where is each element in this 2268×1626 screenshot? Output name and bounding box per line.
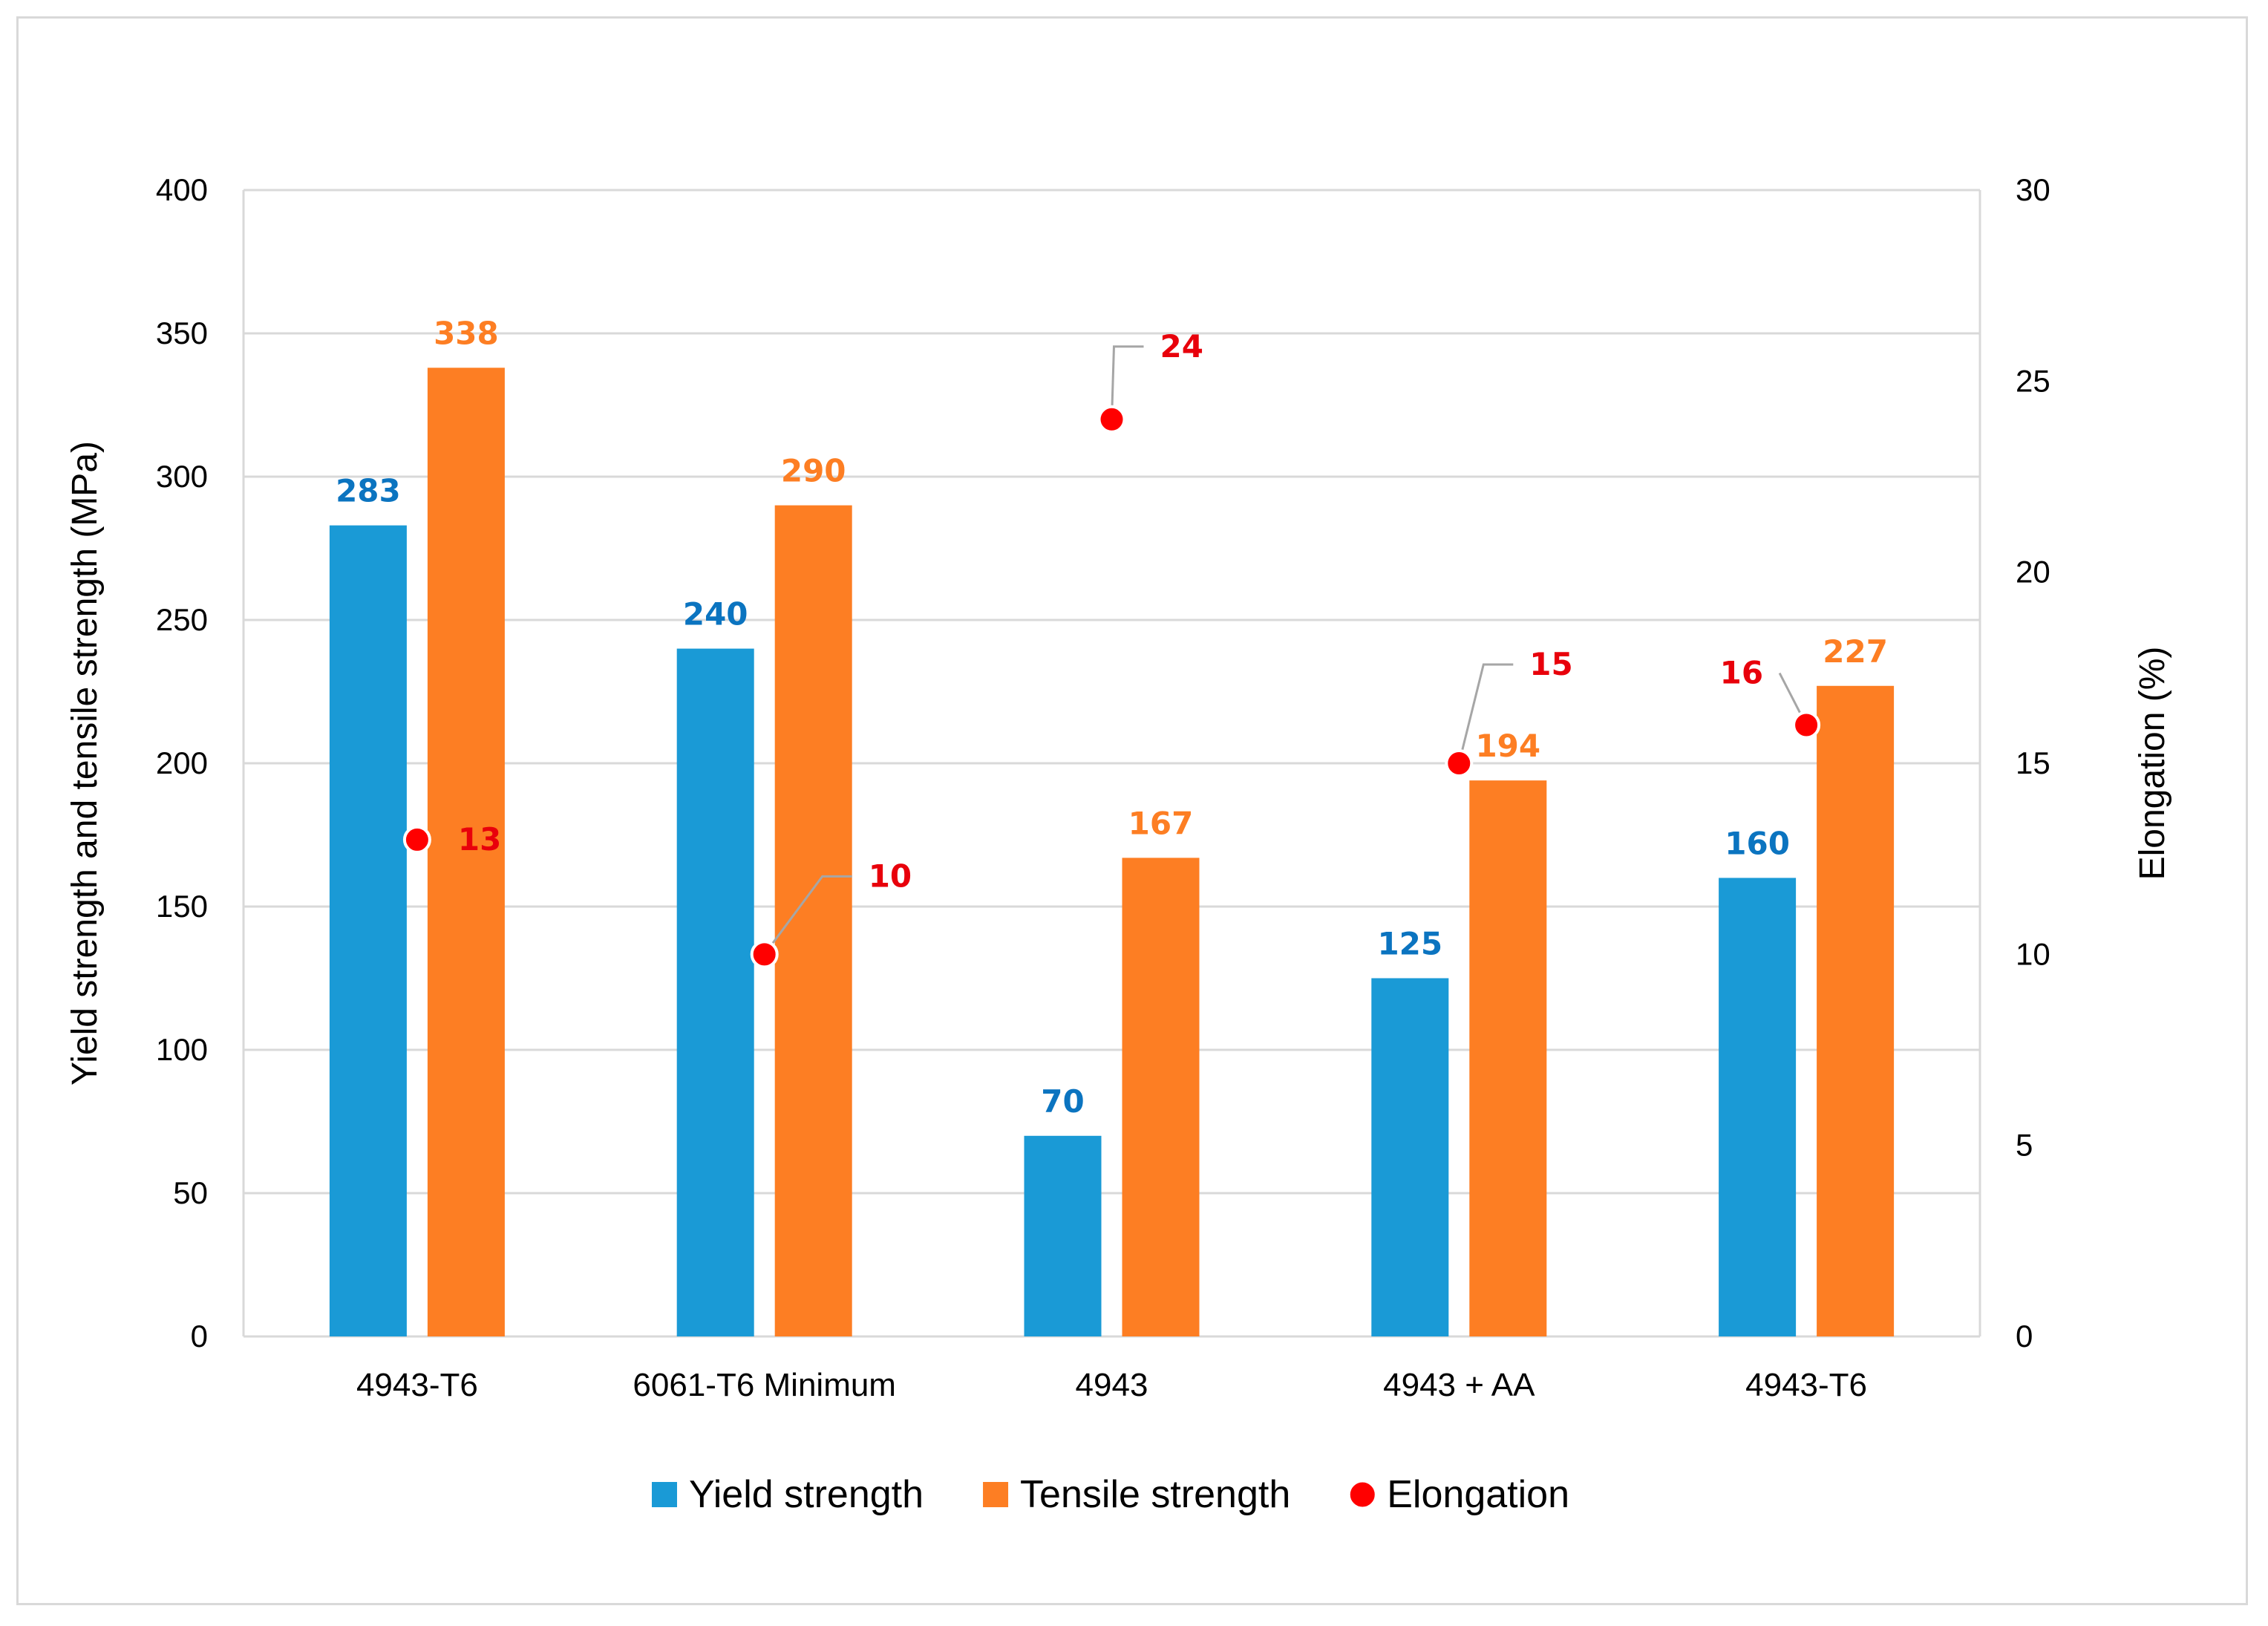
data-label-elongation: 16 <box>1720 655 1763 691</box>
data-label-yield-strength: 160 <box>1725 825 1790 861</box>
elongation-points <box>402 405 1821 969</box>
leader-line <box>763 875 852 956</box>
y-axis-title: Yield strength and tensile strength (MPa… <box>65 441 105 1085</box>
elongation-point <box>1792 711 1821 739</box>
legend-tensile-strength-label: Tensile strength <box>1020 1473 1290 1516</box>
data-label-tensile-strength: 194 <box>1475 728 1540 764</box>
y-tick-label: 100 <box>156 1032 208 1067</box>
axes: 0 50 100 150 200 250 300 350 400 0 5 10 15 20 25 30 Yiel… <box>65 172 2172 1403</box>
data-label-tensile-strength: 227 <box>1823 633 1888 670</box>
y2-tick-label: 25 <box>2016 363 2050 398</box>
legend-tensile-strength-swatch <box>983 1482 1009 1507</box>
x-tick-label: 4943-T6 <box>1745 1367 1867 1403</box>
gridlines <box>244 189 1980 1195</box>
leader-line <box>1457 663 1514 764</box>
y2-axis-title: Elongation (%) <box>2133 647 2172 881</box>
elongation-point <box>1097 405 1126 434</box>
data-label-elongation: 10 <box>869 858 912 894</box>
leader-lines <box>763 345 1808 956</box>
data-label-yield-strength: 283 <box>336 473 401 509</box>
y-tick-label: 300 <box>156 459 208 494</box>
x-tick-label: 4943 + AA <box>1383 1367 1535 1403</box>
x-tick-label: 6061-T6 Minimum <box>633 1367 896 1403</box>
y-tick-label: 50 <box>173 1175 208 1210</box>
y2-tick-label: 30 <box>2016 172 2050 207</box>
x-tick-label: 4943-T6 <box>356 1367 478 1403</box>
y2-tick-label: 5 <box>2016 1128 2033 1163</box>
bar-yield-strength <box>1024 1135 1102 1336</box>
elongation-point <box>402 825 431 854</box>
y-tick-label: 350 <box>156 316 208 350</box>
bars <box>329 368 1895 1336</box>
bar-yield-strength <box>329 525 407 1336</box>
data-labels: 283 338 13 240 290 10 70 167 24 125 194 15 160 227 16 <box>336 315 1888 1119</box>
bar-tensile-strength <box>1469 780 1547 1336</box>
data-label-elongation: 15 <box>1529 646 1572 682</box>
bar-yield-strength <box>1371 978 1449 1336</box>
data-label-elongation: 13 <box>458 821 501 858</box>
y2-tick-label: 0 <box>2016 1319 2033 1354</box>
data-label-yield-strength: 125 <box>1377 926 1442 962</box>
legend: Yield strength Tensile strength Elongation <box>652 1473 1569 1516</box>
bar-tensile-strength <box>774 505 852 1336</box>
x-tick-label: 4943 <box>1076 1367 1148 1403</box>
y2-tick-label: 10 <box>2016 936 2050 971</box>
y-tick-label: 400 <box>156 172 208 207</box>
data-label-tensile-strength: 290 <box>781 453 846 489</box>
data-label-elongation: 24 <box>1160 328 1203 365</box>
data-label-yield-strength: 70 <box>1041 1083 1084 1120</box>
bar-tensile-strength <box>1122 858 1200 1336</box>
data-label-yield-strength: 240 <box>683 596 748 633</box>
leader-line <box>1111 345 1144 419</box>
y2-tick-label: 15 <box>2016 745 2050 780</box>
bar-yield-strength <box>1719 878 1797 1336</box>
y-tick-label: 0 <box>191 1319 208 1354</box>
legend-elongation-swatch <box>1347 1480 1377 1509</box>
legend-yield-strength-label: Yield strength <box>689 1473 924 1516</box>
bar-tensile-strength <box>427 368 505 1336</box>
data-label-tensile-strength: 167 <box>1128 805 1194 841</box>
y-tick-label: 200 <box>156 745 208 780</box>
data-label-tensile-strength: 338 <box>434 315 499 351</box>
legend-elongation-label: Elongation <box>1387 1473 1569 1516</box>
bar-yield-strength <box>676 648 754 1336</box>
y-tick-label: 250 <box>156 602 208 637</box>
y2-tick-label: 20 <box>2016 555 2050 590</box>
bar-tensile-strength <box>1817 685 1895 1336</box>
legend-yield-strength-swatch <box>652 1482 677 1507</box>
elongation-point <box>1445 749 1474 777</box>
elongation-point <box>750 940 779 969</box>
y-tick-label: 150 <box>156 889 208 924</box>
